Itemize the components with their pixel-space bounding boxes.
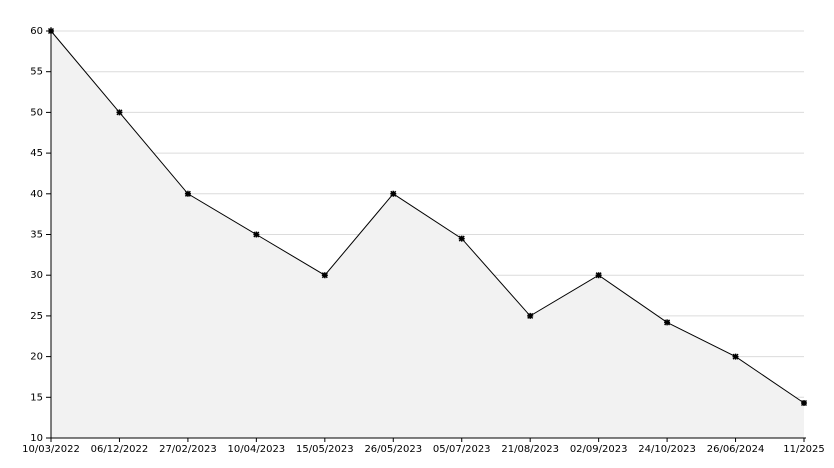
x-tick-label: 05/07/2023	[433, 444, 491, 455]
x-tick-label: 21/08/2023	[501, 444, 559, 455]
y-tick-label: 40	[30, 189, 43, 200]
x-tick-label: 27/02/2023	[159, 444, 217, 455]
x-tick-label: 10/03/2022	[22, 444, 80, 455]
y-tick-label: 15	[30, 392, 43, 403]
marker	[253, 231, 260, 238]
marker	[800, 399, 808, 407]
marker	[390, 190, 397, 197]
x-tick-label: 24/10/2023	[638, 444, 696, 455]
x-tick-label: 02/09/2023	[570, 444, 628, 455]
y-tick-label: 35	[30, 230, 43, 241]
x-tick-label: 26/06/2024	[707, 444, 765, 455]
y-tick-label: 50	[30, 107, 43, 118]
marker	[116, 109, 123, 116]
marker	[595, 272, 602, 279]
y-tick-label: 20	[30, 352, 43, 363]
y-tick-label: 60	[30, 26, 43, 37]
y-tick-label: 10	[30, 433, 43, 444]
y-tick-label: 45	[30, 148, 43, 159]
marker	[458, 235, 465, 242]
y-tick-label: 55	[30, 67, 43, 78]
area	[51, 31, 804, 438]
x-tick-label: 11/2025	[783, 444, 825, 455]
line	[50, 30, 805, 404]
y-tick-label: 30	[30, 270, 43, 281]
x-tick-label: 06/12/2022	[91, 444, 149, 455]
x-tick-label: 26/05/2023	[364, 444, 422, 455]
x-tick-label: 10/04/2023	[228, 444, 286, 455]
marker	[732, 353, 739, 360]
marker	[184, 190, 191, 197]
x-tick-label: 15/05/2023	[296, 444, 354, 455]
marker	[664, 319, 671, 326]
marker	[321, 272, 328, 279]
y-tick-label: 25	[30, 311, 43, 322]
marker	[527, 312, 534, 319]
